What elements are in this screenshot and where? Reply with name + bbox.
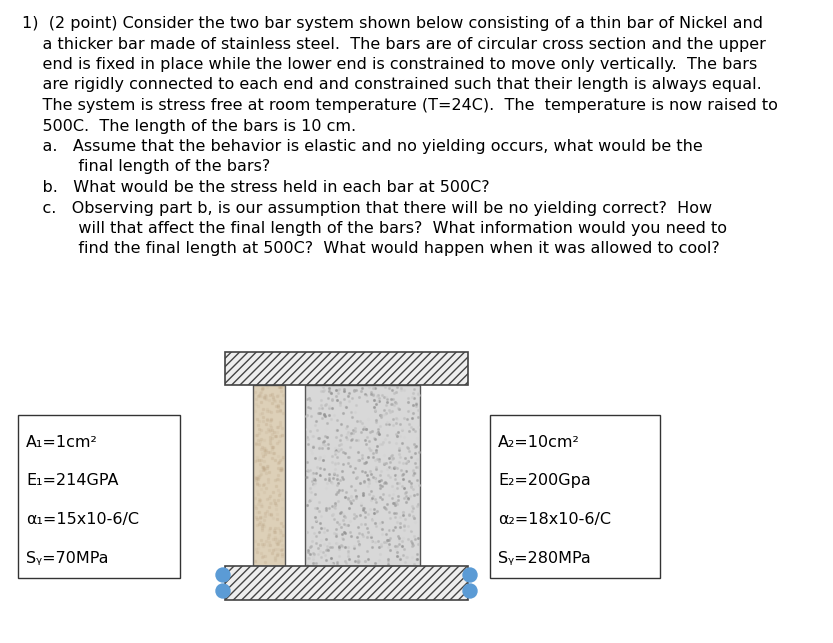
Text: Sᵧ=280MPa: Sᵧ=280MPa xyxy=(498,551,591,566)
Bar xyxy=(225,566,468,600)
Text: final length of the bars?: final length of the bars? xyxy=(22,159,270,174)
Text: The system is stress free at room temperature (T=24C).  The  temperature is now : The system is stress free at room temper… xyxy=(22,98,778,113)
Bar xyxy=(490,415,660,578)
Text: E₂=200Gpa: E₂=200Gpa xyxy=(498,473,591,489)
Circle shape xyxy=(463,568,477,582)
Bar xyxy=(18,415,180,578)
Text: end is fixed in place while the lower end is constrained to move only vertically: end is fixed in place while the lower en… xyxy=(22,57,757,72)
Text: α₁=15x10-6/C: α₁=15x10-6/C xyxy=(26,512,139,527)
Text: A₂=10cm²: A₂=10cm² xyxy=(498,435,580,449)
Text: will that affect the final length of the bars?  What information would you need : will that affect the final length of the… xyxy=(22,221,727,236)
Text: b.   What would be the stress held in each bar at 500C?: b. What would be the stress held in each… xyxy=(22,180,490,195)
Text: find the final length at 500C?  What would happen when it was allowed to cool?: find the final length at 500C? What woul… xyxy=(22,242,720,257)
Text: A₁=1cm²: A₁=1cm² xyxy=(26,435,97,449)
Bar xyxy=(305,385,420,566)
Text: 1)  (2 point) Consider the two bar system shown below consisting of a thin bar o: 1) (2 point) Consider the two bar system… xyxy=(22,16,763,31)
Bar xyxy=(225,352,468,385)
Circle shape xyxy=(216,584,230,598)
Bar xyxy=(253,385,285,566)
Text: a.   Assume that the behavior is elastic and no yielding occurs, what would be t: a. Assume that the behavior is elastic a… xyxy=(22,139,703,154)
Circle shape xyxy=(463,584,477,598)
Text: Sᵧ=70MPa: Sᵧ=70MPa xyxy=(26,551,108,566)
Text: E₁=214GPA: E₁=214GPA xyxy=(26,473,118,489)
Text: are rigidly connected to each end and constrained such that their length is alwa: are rigidly connected to each end and co… xyxy=(22,78,761,93)
Text: c.   Observing part b, is our assumption that there will be no yielding correct?: c. Observing part b, is our assumption t… xyxy=(22,201,712,215)
Circle shape xyxy=(216,568,230,582)
Text: a thicker bar made of stainless steel.  The bars are of circular cross section a: a thicker bar made of stainless steel. T… xyxy=(22,37,766,51)
Text: α₂=18x10-6/C: α₂=18x10-6/C xyxy=(498,512,611,527)
Text: 500C.  The length of the bars is 10 cm.: 500C. The length of the bars is 10 cm. xyxy=(22,118,357,134)
